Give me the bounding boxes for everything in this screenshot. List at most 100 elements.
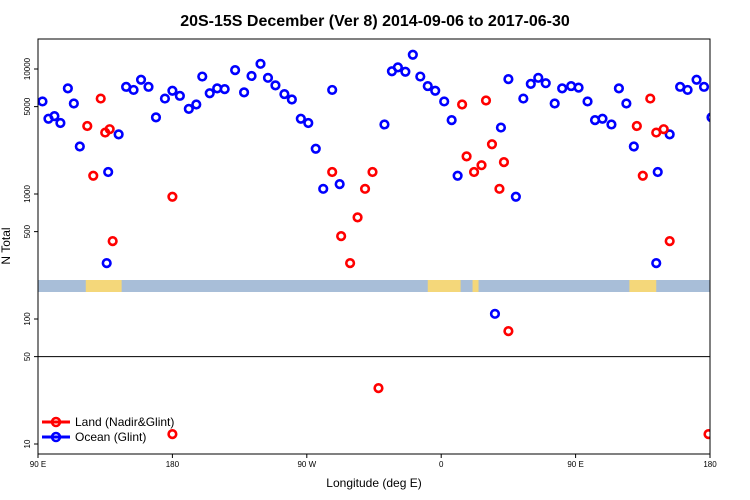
ocean-point-27 — [255, 58, 266, 69]
ocean-point-14 — [150, 112, 162, 123]
x-tick-label-5: 180 — [703, 460, 717, 469]
land-point-14 — [373, 383, 384, 394]
land-point-21 — [494, 183, 505, 194]
ocean-point-35 — [318, 183, 329, 194]
ocean-point-44 — [422, 80, 433, 92]
x-axis: 90 E 180 90 W 0 90 E 180 — [30, 454, 717, 469]
land-point-30 — [703, 429, 710, 440]
land-point-10 — [345, 258, 356, 269]
ocean-point-33 — [303, 117, 314, 129]
map-strip-land-2 — [472, 280, 479, 292]
ocean-point-57 — [549, 98, 560, 109]
land-point-4 — [104, 124, 115, 135]
land-point-2 — [95, 93, 106, 104]
ocean-point-53 — [518, 93, 529, 104]
ocean-point-70 — [664, 129, 675, 140]
ocean-point-49 — [489, 308, 501, 319]
ocean-point-25 — [238, 87, 250, 98]
ocean-point-56 — [540, 78, 551, 89]
y-tick-label-0: 10 — [23, 439, 32, 448]
ocean-point-61 — [582, 96, 593, 107]
ocean-point-72 — [682, 84, 693, 96]
land-point-15 — [457, 99, 468, 110]
ocean-point-32 — [295, 113, 306, 124]
ocean-point-58 — [557, 83, 568, 94]
data-points — [38, 49, 723, 440]
land-point-26 — [645, 93, 656, 104]
ocean-point-8 — [103, 166, 114, 178]
ocean-point-75 — [706, 112, 710, 123]
legend-ocean-label: Ocean (Glint) — [75, 430, 146, 444]
y-tick-label-1: 50 — [23, 352, 32, 361]
land-point-11 — [352, 212, 363, 223]
ocean-point-40 — [392, 62, 403, 73]
ocean-point-55 — [533, 72, 544, 83]
land-point-13 — [367, 166, 378, 178]
x-tick-label-1: 180 — [166, 460, 180, 469]
ocean-point-54 — [525, 78, 536, 89]
ocean-point-73 — [691, 74, 702, 85]
ocean-point-20 — [197, 71, 208, 82]
ocean-point-18 — [183, 103, 194, 114]
ocean-point-76 — [715, 95, 723, 103]
ocean-point-36 — [327, 84, 338, 96]
ocean-point-0 — [38, 96, 48, 107]
ocean-point-28 — [262, 72, 274, 83]
ocean-point-46 — [439, 96, 450, 107]
land-point-16 — [461, 151, 472, 162]
ocean-point-34 — [310, 143, 321, 154]
ocean-point-66 — [621, 98, 632, 109]
ocean-point-67 — [628, 141, 639, 152]
y-tick-label-5: 5000 — [23, 97, 32, 115]
ocean-point-15 — [159, 93, 171, 104]
ocean-point-19 — [191, 99, 202, 110]
ocean-point-9 — [113, 129, 124, 140]
y-tick-label-4: 1000 — [23, 185, 32, 203]
land-point-8 — [327, 166, 338, 178]
y-axis-label: N Total — [0, 227, 13, 264]
ocean-point-48 — [452, 170, 463, 181]
y-axis: 10 50 100 500 1000 5000 10000 — [23, 57, 38, 448]
land-point-28 — [658, 124, 669, 135]
x-tick-label-3: 0 — [439, 460, 444, 469]
land-point-5 — [107, 235, 118, 247]
chart-title: 20S-15S December (Ver 8) 2014-09-06 to 2… — [180, 13, 570, 30]
ocean-point-13 — [143, 81, 154, 92]
ocean-point-63 — [597, 113, 608, 124]
land-point-29 — [664, 235, 675, 247]
land-point-20 — [486, 139, 498, 150]
map-strip-land-1 — [427, 280, 461, 292]
map-strip-ocean — [38, 280, 710, 292]
land-point-17 — [468, 166, 480, 178]
ocean-point-50 — [495, 122, 507, 133]
ocean-point-23 — [219, 84, 230, 95]
ocean-point-3 — [55, 117, 66, 129]
ocean-point-52 — [510, 191, 521, 202]
land-point-18 — [476, 160, 487, 171]
ocean-point-68 — [651, 258, 662, 269]
ocean-point-74 — [698, 81, 710, 92]
ocean-point-37 — [334, 179, 345, 190]
ocean-point-16 — [167, 85, 178, 96]
land-point-12 — [359, 183, 371, 194]
y-tick-label-6: 10000 — [23, 57, 32, 80]
land-point-25 — [637, 170, 648, 181]
land-point-6 — [167, 191, 178, 202]
ocean-point-24 — [230, 64, 241, 76]
legend-land-marker — [50, 416, 62, 428]
map-strip-land-0 — [85, 280, 122, 292]
x-tick-label-4: 90 E — [567, 460, 583, 469]
ocean-point-38 — [379, 119, 390, 130]
plot-frame — [37, 38, 711, 455]
ocean-point-69 — [652, 166, 663, 178]
land-point-23 — [503, 326, 514, 337]
ocean-point-21 — [204, 88, 215, 99]
legend: Land (Nadir&Glint) Ocean (Glint) — [42, 415, 174, 444]
ocean-point-65 — [613, 83, 625, 94]
ocean-point-64 — [606, 119, 617, 130]
legend-ocean-marker — [50, 431, 62, 443]
map-strip — [38, 280, 710, 292]
land-point-9 — [336, 231, 347, 242]
map-strip-land-3 — [629, 280, 657, 292]
